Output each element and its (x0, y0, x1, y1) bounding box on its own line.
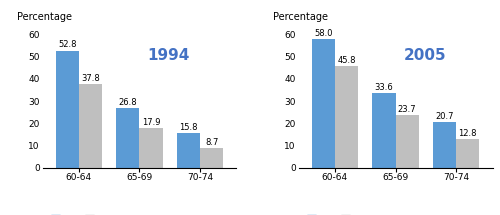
Text: 26.8: 26.8 (118, 98, 138, 107)
Text: 23.7: 23.7 (398, 105, 416, 114)
Bar (396, 115, 418, 168)
Text: 2005: 2005 (404, 48, 446, 63)
Bar (116, 108, 140, 168)
Bar (312, 39, 335, 168)
Bar (372, 93, 396, 168)
Text: 33.6: 33.6 (374, 83, 394, 92)
Bar (433, 122, 456, 168)
Bar (200, 148, 223, 168)
Text: 12.8: 12.8 (458, 129, 477, 138)
Bar (177, 133, 200, 168)
Text: 15.8: 15.8 (180, 123, 198, 132)
Text: 52.8: 52.8 (58, 40, 76, 49)
Text: 1994: 1994 (148, 48, 190, 63)
Legend: Men, Women: Men, Women (303, 211, 390, 215)
Text: 17.9: 17.9 (142, 118, 160, 127)
Text: Percentage: Percentage (274, 12, 328, 22)
Bar (335, 66, 358, 168)
Text: 37.8: 37.8 (81, 74, 100, 83)
Legend: Men, Women: Men, Women (47, 211, 134, 215)
Bar (56, 51, 79, 168)
Text: 58.0: 58.0 (314, 29, 332, 38)
Bar (140, 128, 162, 168)
Bar (79, 84, 102, 168)
Text: Percentage: Percentage (18, 12, 72, 22)
Text: 8.7: 8.7 (205, 138, 218, 147)
Text: 20.7: 20.7 (436, 112, 454, 121)
Text: 45.8: 45.8 (337, 56, 355, 65)
Bar (456, 139, 479, 168)
